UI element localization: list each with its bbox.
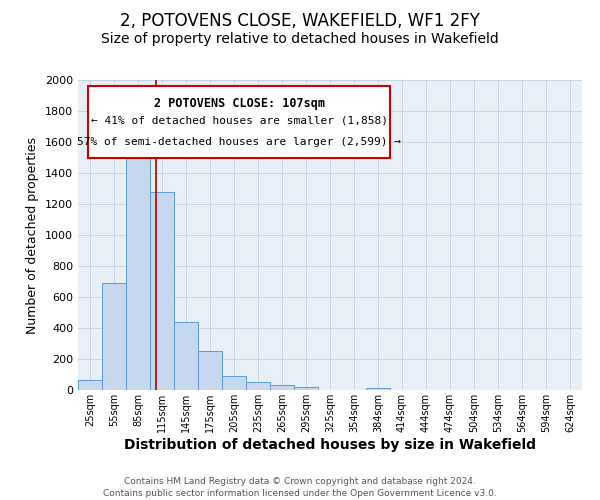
FancyBboxPatch shape <box>88 86 391 158</box>
Bar <box>174 322 198 390</box>
Bar <box>294 387 318 390</box>
Bar <box>270 386 294 390</box>
Text: Contains HM Land Registry data © Crown copyright and database right 2024.: Contains HM Land Registry data © Crown c… <box>124 478 476 486</box>
Bar <box>222 376 246 390</box>
Text: Contains public sector information licensed under the Open Government Licence v3: Contains public sector information licen… <box>103 489 497 498</box>
Text: 2, POTOVENS CLOSE, WAKEFIELD, WF1 2FY: 2, POTOVENS CLOSE, WAKEFIELD, WF1 2FY <box>120 12 480 30</box>
Text: Size of property relative to detached houses in Wakefield: Size of property relative to detached ho… <box>101 32 499 46</box>
Bar <box>150 192 174 390</box>
Text: 2 POTOVENS CLOSE: 107sqm: 2 POTOVENS CLOSE: 107sqm <box>154 97 325 110</box>
Bar <box>126 136 150 390</box>
Bar <box>366 388 390 390</box>
Y-axis label: Number of detached properties: Number of detached properties <box>26 136 40 334</box>
Text: ← 41% of detached houses are smaller (1,858): ← 41% of detached houses are smaller (1,… <box>91 116 388 126</box>
Bar <box>78 380 102 390</box>
X-axis label: Distribution of detached houses by size in Wakefield: Distribution of detached houses by size … <box>124 438 536 452</box>
Bar <box>102 283 126 390</box>
Bar <box>198 351 222 390</box>
Bar <box>246 382 270 390</box>
Text: 57% of semi-detached houses are larger (2,599) →: 57% of semi-detached houses are larger (… <box>77 136 401 146</box>
